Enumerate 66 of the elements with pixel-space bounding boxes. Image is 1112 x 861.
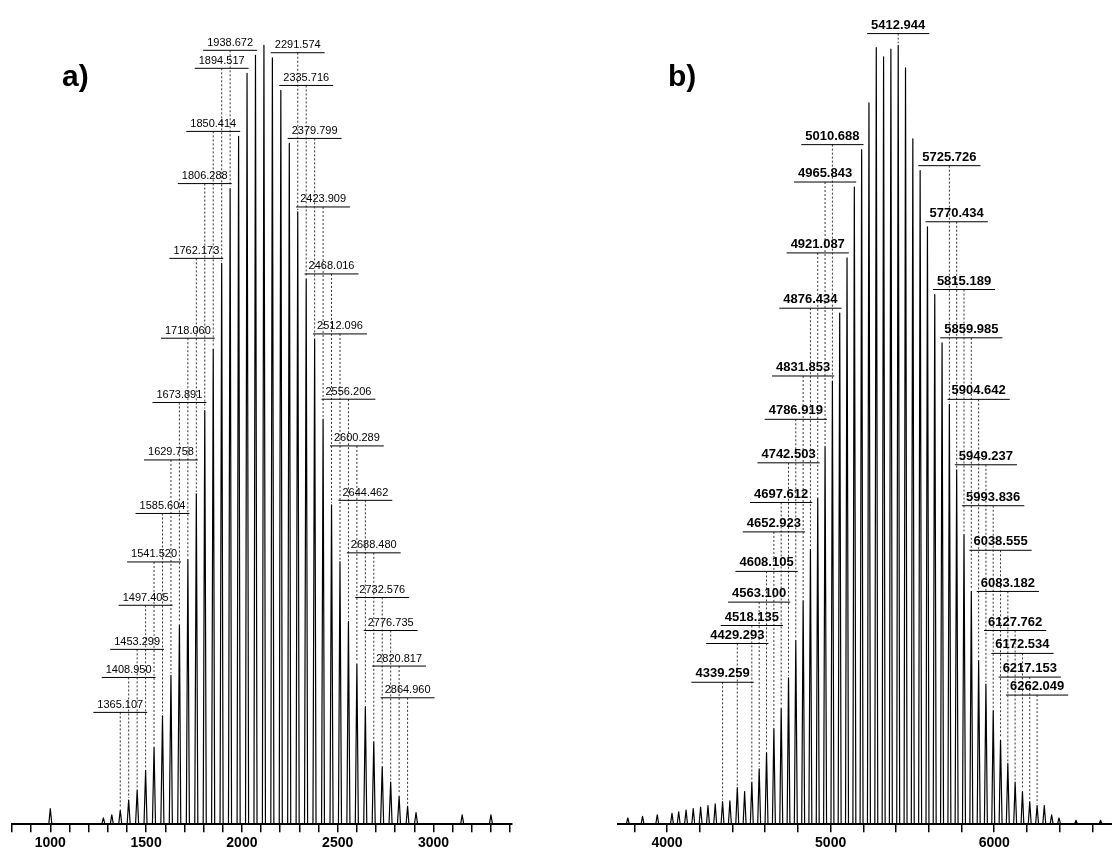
annotation: 5949.237 xyxy=(958,447,1014,463)
annotation: 1806.288 xyxy=(181,169,228,182)
annotation: 5904.642 xyxy=(951,382,1006,398)
annotation: 4786.919 xyxy=(768,402,823,418)
x-tick-label: 1500 xyxy=(130,834,162,851)
annotation: 2732.576 xyxy=(359,583,406,595)
annotation: 2468.016 xyxy=(308,259,355,272)
annotation: 2864.960 xyxy=(384,683,431,696)
annotation: 1365.107 xyxy=(97,697,144,710)
annotation: 4831.853 xyxy=(776,359,831,375)
annotation: 1585.604 xyxy=(139,498,186,511)
annotation: 5412.944 xyxy=(871,16,927,32)
annotation: 4697.612 xyxy=(754,485,809,501)
annotation: 5725.726 xyxy=(922,148,977,164)
annotation: 6172.534 xyxy=(995,636,1051,652)
x-tick-label: 2500 xyxy=(322,834,354,851)
annotation: 2335.716 xyxy=(283,70,330,83)
annotation: 1894.517 xyxy=(198,53,245,66)
annotation: 5815.189 xyxy=(936,272,992,288)
annotation: 1938.672 xyxy=(207,35,254,48)
text: b) xyxy=(668,59,697,93)
annotation: 2291.574 xyxy=(274,38,321,51)
annotation: 2556.206 xyxy=(325,384,372,397)
annotation: 2688.480 xyxy=(350,538,397,551)
x-tick-label: 1000 xyxy=(34,834,67,851)
annotation: 4921.087 xyxy=(790,235,845,251)
annotation: 4339.259 xyxy=(695,665,750,681)
annotation: 6262.049 xyxy=(1009,678,1065,694)
x-tick-label: 5000 xyxy=(815,834,847,851)
annotation: 6217.153 xyxy=(1002,660,1057,676)
annotation: 2776.735 xyxy=(367,616,414,629)
annotation: 2600.289 xyxy=(333,431,380,444)
annotation: 1718.060 xyxy=(164,323,211,336)
x-tick-label: 2000 xyxy=(226,834,258,851)
annotation: 4563.100 xyxy=(732,585,787,601)
annotation: 5993.836 xyxy=(966,488,1021,504)
annotation: 6038.555 xyxy=(973,533,1028,549)
annotation: 5859.985 xyxy=(944,320,999,336)
annotation: 4652.923 xyxy=(746,514,801,530)
annotation: 4742.503 xyxy=(761,445,816,461)
annotation: 1850.414 xyxy=(190,116,237,129)
annotation: 2379.799 xyxy=(291,123,338,136)
annotation: 2512.096 xyxy=(317,319,363,332)
annotation: 5770.434 xyxy=(929,204,985,220)
annotation: 1629.758 xyxy=(148,445,194,458)
annotation: 2644.462 xyxy=(342,485,389,498)
annotation: 4429.293 xyxy=(710,626,765,642)
annotation: 4608.105 xyxy=(739,554,794,570)
annotation: 4965.843 xyxy=(797,165,853,181)
annotation: 1453.299 xyxy=(114,634,161,647)
x-tick-label: 3000 xyxy=(417,834,450,851)
annotation: 5010.688 xyxy=(805,127,860,143)
x-tick-label: 4000 xyxy=(651,834,683,851)
annotation: 1541.520 xyxy=(131,547,177,560)
annotation: 1408.950 xyxy=(105,662,152,675)
annotation: 2820.817 xyxy=(376,651,423,664)
annotation: 4876.434 xyxy=(783,291,839,307)
annotation: 1497.405 xyxy=(122,590,169,603)
annotation: 4518.135 xyxy=(724,608,779,624)
annotation: 1673.891 xyxy=(156,388,203,401)
annotation: 6127.762 xyxy=(988,613,1043,629)
annotation: 2423.909 xyxy=(300,192,347,205)
annotation: 6083.182 xyxy=(980,574,1035,590)
x-tick-label: 6000 xyxy=(978,834,1011,851)
text: a) xyxy=(62,59,89,93)
annotation: 1762.173 xyxy=(173,243,220,256)
